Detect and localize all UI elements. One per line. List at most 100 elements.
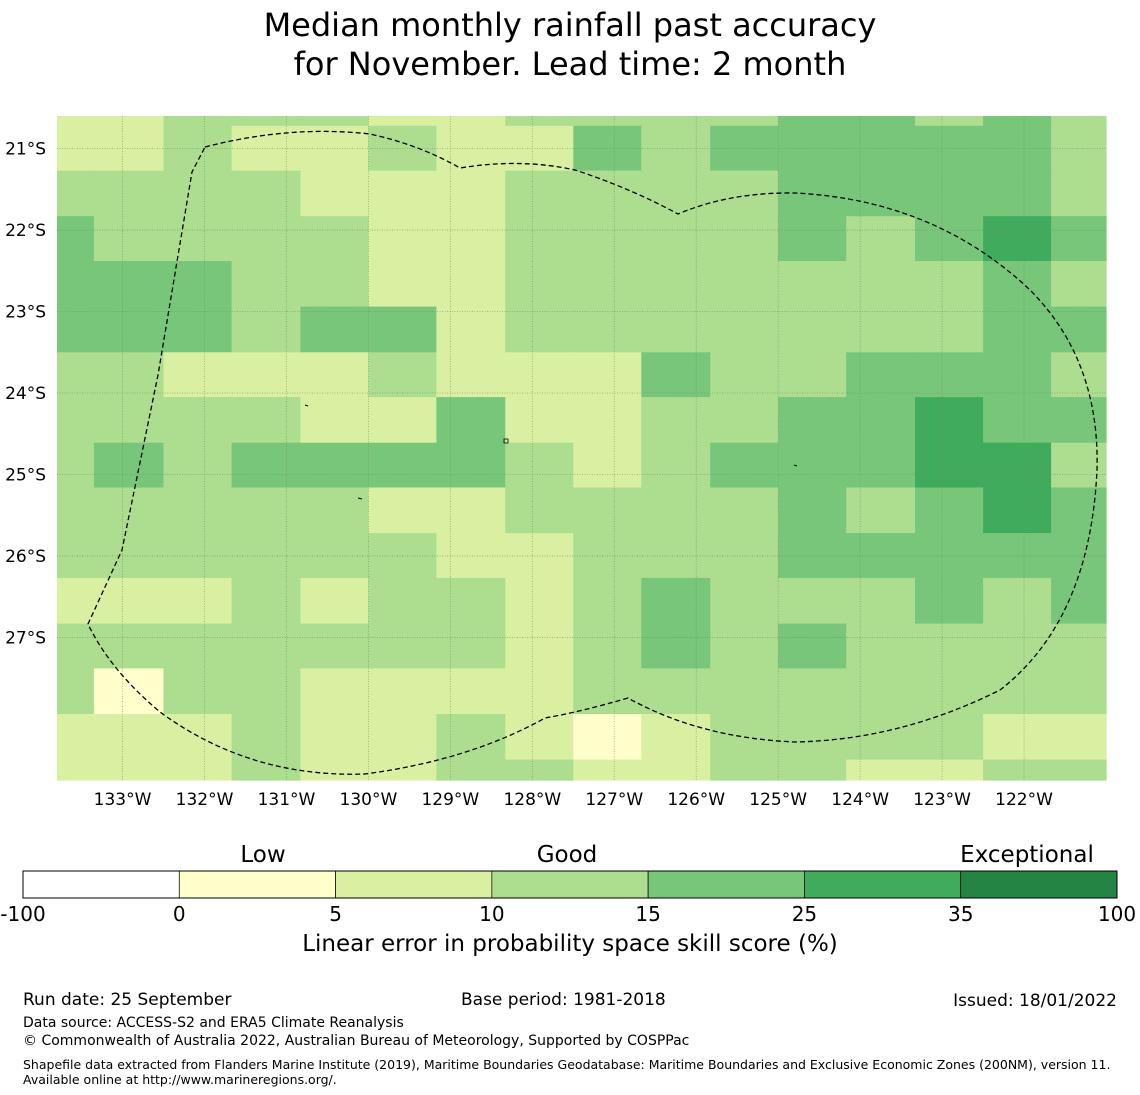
grid-cell bbox=[436, 623, 506, 669]
longitude-label: 123°W bbox=[913, 790, 971, 810]
grid-cell bbox=[573, 759, 642, 781]
grid-cell bbox=[163, 216, 233, 262]
grid-cell bbox=[710, 397, 779, 444]
grid-cell bbox=[1051, 216, 1107, 262]
grid-cell bbox=[915, 306, 984, 353]
grid-cell bbox=[1051, 759, 1107, 781]
grid-cell bbox=[57, 623, 95, 669]
run-date: Run date: 25 September bbox=[23, 990, 232, 1010]
grid-cell bbox=[641, 306, 711, 353]
latitude-label: 23°S bbox=[5, 303, 46, 323]
grid-cell bbox=[300, 668, 369, 715]
grid-cell bbox=[436, 352, 506, 398]
colorbar-tick-label: 25 bbox=[791, 902, 818, 926]
grid-cell bbox=[163, 442, 233, 489]
colorbar-swatch bbox=[804, 870, 962, 899]
grid-cell bbox=[846, 442, 916, 489]
grid-cell bbox=[163, 668, 233, 715]
island-mark bbox=[793, 464, 798, 467]
colorbar-category-label: Exceptional bbox=[960, 842, 1094, 868]
grid-cell bbox=[368, 261, 437, 308]
island-mark bbox=[357, 497, 363, 500]
grid-cell bbox=[93, 116, 165, 127]
grid-cell bbox=[163, 759, 233, 781]
grid-cell bbox=[641, 623, 711, 669]
grid-cell bbox=[368, 397, 437, 444]
colorbar bbox=[22, 870, 1118, 899]
longitude-label: 129°W bbox=[421, 790, 479, 810]
longitude-label: 132°W bbox=[176, 790, 234, 810]
grid-cell bbox=[93, 533, 165, 579]
grid-cell bbox=[300, 216, 369, 262]
grid-cell bbox=[57, 306, 95, 353]
grid-cell bbox=[983, 397, 1052, 444]
latitude-label: 25°S bbox=[5, 465, 46, 485]
grid-cell bbox=[710, 577, 779, 625]
grid-cell bbox=[846, 623, 916, 669]
latitude-label: 26°S bbox=[5, 547, 46, 567]
grid-cell bbox=[778, 577, 847, 625]
grid-cell bbox=[778, 397, 847, 444]
grid-cell bbox=[778, 442, 847, 489]
grid-cell bbox=[846, 216, 916, 262]
grid-cell bbox=[1051, 170, 1107, 217]
grid-cell bbox=[573, 170, 642, 217]
grid-cell bbox=[231, 397, 301, 444]
grid-cell bbox=[231, 442, 301, 489]
grid-cell bbox=[778, 623, 847, 669]
grid-cell bbox=[983, 306, 1052, 353]
grid-cell bbox=[300, 487, 369, 534]
longitude-label: 124°W bbox=[831, 790, 889, 810]
grid-cell bbox=[641, 577, 711, 625]
grid-cell bbox=[983, 442, 1052, 489]
grid-cell bbox=[231, 714, 301, 761]
grid-cell bbox=[93, 668, 165, 715]
longitude-labels: 133°W 132°W 131°W 130°W 129°W 128°W 127°W 126°W… bbox=[94, 790, 1053, 810]
grid-cell bbox=[846, 306, 916, 353]
grid-cell bbox=[368, 714, 437, 761]
grid-cell bbox=[573, 306, 642, 353]
grid-cell bbox=[505, 116, 574, 127]
grid-cell bbox=[300, 577, 369, 625]
grid-cell bbox=[436, 759, 506, 781]
grid-cell bbox=[983, 170, 1052, 217]
longitude-label: 133°W bbox=[94, 790, 152, 810]
grid-cell bbox=[573, 623, 642, 669]
grid-cell bbox=[915, 577, 984, 625]
grid-cell bbox=[368, 623, 437, 669]
grid-cell bbox=[231, 352, 301, 398]
grid-cell bbox=[163, 261, 233, 308]
grid-cell bbox=[573, 442, 642, 489]
grid-cell bbox=[163, 352, 233, 398]
grid-cell bbox=[231, 577, 301, 625]
grid-cell bbox=[93, 397, 165, 444]
chart-title-line-1: Median monthly rainfall past accuracy bbox=[263, 6, 877, 44]
grid-cell bbox=[505, 216, 574, 262]
grid-cell bbox=[846, 487, 916, 534]
grid-cell bbox=[163, 170, 233, 217]
grid-cell bbox=[300, 116, 369, 127]
colorbar-tick-label: 5 bbox=[329, 902, 342, 926]
map-gridlines bbox=[57, 116, 1106, 780]
colorbar-swatch bbox=[22, 870, 180, 899]
grid-cell bbox=[505, 759, 574, 781]
grid-cell bbox=[846, 577, 916, 625]
grid-cell bbox=[983, 577, 1052, 625]
grid-cell bbox=[505, 577, 574, 625]
grid-cell bbox=[57, 442, 95, 489]
grid-cell bbox=[573, 668, 642, 715]
grid-cell bbox=[436, 487, 506, 534]
grid-cell bbox=[778, 668, 847, 715]
colorbar-category-label: Good bbox=[536, 842, 598, 868]
island-mark bbox=[503, 438, 509, 444]
grid-cell bbox=[1051, 714, 1107, 761]
grid-cell bbox=[983, 759, 1052, 781]
grid-cell bbox=[231, 533, 301, 579]
latitude-label: 27°S bbox=[5, 628, 46, 648]
grid-cell bbox=[368, 442, 437, 489]
copyright: © Commonwealth of Australia 2022, Austra… bbox=[23, 1033, 690, 1049]
grid-cell bbox=[915, 216, 984, 262]
grid-cell bbox=[231, 216, 301, 262]
colorbar-outline bbox=[22, 870, 1118, 899]
grid-cell bbox=[368, 116, 437, 127]
